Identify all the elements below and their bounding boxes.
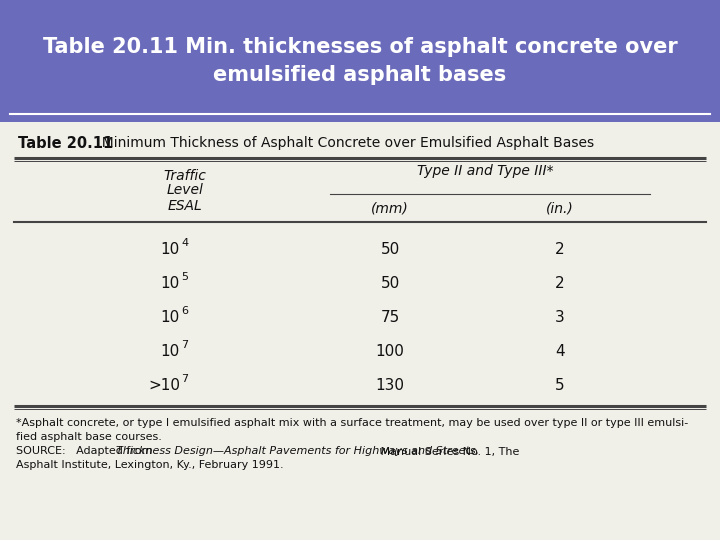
- Text: 5: 5: [181, 272, 188, 281]
- Text: Table 20.11 Min. thicknesses of asphalt concrete over: Table 20.11 Min. thicknesses of asphalt …: [42, 37, 678, 57]
- Bar: [0, 122, 720, 540]
- Text: 10: 10: [161, 276, 180, 291]
- Text: Traffic: Traffic: [163, 168, 207, 183]
- Text: 130: 130: [376, 378, 405, 393]
- Text: 10: 10: [161, 242, 180, 257]
- Text: 2: 2: [555, 242, 564, 257]
- Text: Manual Series No. 1, The: Manual Series No. 1, The: [377, 447, 519, 456]
- Text: Level: Level: [166, 183, 204, 197]
- Text: 10: 10: [161, 310, 180, 325]
- Bar: [0, 0, 720, 122]
- Text: Type II and Type III*: Type II and Type III*: [417, 165, 553, 179]
- Text: 7: 7: [181, 374, 188, 383]
- Text: 2: 2: [555, 276, 564, 291]
- Text: 50: 50: [380, 276, 400, 291]
- Text: 6: 6: [181, 306, 188, 315]
- Text: Table 20.11: Table 20.11: [18, 136, 113, 151]
- Text: Asphalt Institute, Lexington, Ky., February 1991.: Asphalt Institute, Lexington, Ky., Febru…: [16, 460, 284, 469]
- Text: Thickness Design—Asphalt Pavements for Highways and Streets,: Thickness Design—Asphalt Pavements for H…: [116, 447, 480, 456]
- Text: *Asphalt concrete, or type I emulsified asphalt mix with a surface treatment, ma: *Asphalt concrete, or type I emulsified …: [16, 418, 688, 429]
- Text: 4: 4: [181, 238, 188, 247]
- Text: >10: >10: [148, 378, 180, 393]
- Text: (mm): (mm): [371, 201, 409, 215]
- Text: ESAL: ESAL: [168, 199, 202, 213]
- Text: fied asphalt base courses.: fied asphalt base courses.: [16, 431, 162, 442]
- Text: 4: 4: [555, 344, 564, 359]
- Text: SOURCE:   Adapted from: SOURCE: Adapted from: [16, 447, 156, 456]
- Text: Minimum Thickness of Asphalt Concrete over Emulsified Asphalt Bases: Minimum Thickness of Asphalt Concrete ov…: [93, 137, 594, 151]
- Text: 7: 7: [181, 340, 188, 349]
- Text: 100: 100: [376, 344, 405, 359]
- Text: 75: 75: [380, 310, 400, 325]
- Text: 50: 50: [380, 242, 400, 257]
- Text: 3: 3: [555, 310, 565, 325]
- Text: emulsified asphalt bases: emulsified asphalt bases: [213, 65, 507, 85]
- Text: (in.): (in.): [546, 201, 574, 215]
- Text: 5: 5: [555, 378, 564, 393]
- Text: 10: 10: [161, 344, 180, 359]
